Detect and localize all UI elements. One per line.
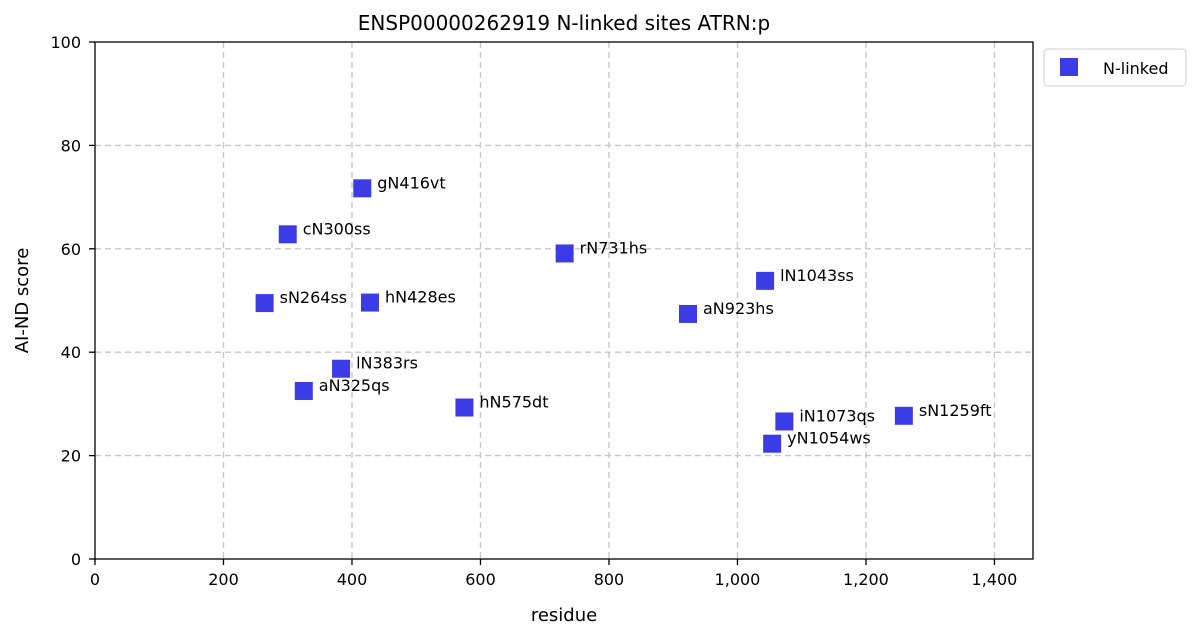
data-point xyxy=(353,179,372,198)
data-point-label: sN1259ft xyxy=(919,401,992,420)
data-point-label: cN300ss xyxy=(303,219,371,238)
data-point xyxy=(332,359,351,378)
y-tick-label: 20 xyxy=(61,447,81,466)
data-point xyxy=(294,381,313,400)
data-point-label: aN923hs xyxy=(703,299,774,318)
data-point xyxy=(894,406,913,425)
data-point xyxy=(278,225,297,244)
data-point-label: aN325qs xyxy=(319,376,390,395)
plot-area-frame xyxy=(94,41,1034,560)
data-point-label: sN264ss xyxy=(280,288,348,307)
data-point xyxy=(555,244,574,263)
y-tick-label: 60 xyxy=(61,240,81,259)
legend-box xyxy=(1043,48,1187,87)
data-point xyxy=(360,293,379,312)
y-tick-label: 100 xyxy=(50,33,81,52)
y-tick-label: 0 xyxy=(71,550,81,569)
y-tick-label: 40 xyxy=(61,343,81,362)
axis-ticks: 0 200 400 600 800 1,000 1,200 1,400 0 20 40 60 80 100 xyxy=(50,33,1017,589)
data-point-label: lN1043ss xyxy=(780,266,854,285)
data-point xyxy=(763,434,782,453)
data-point-label: lN383rs xyxy=(356,354,418,373)
data-point xyxy=(678,304,697,323)
legend: N-linked xyxy=(1043,48,1187,87)
x-tick-label: 0 xyxy=(90,570,100,589)
x-tick-label: 1,000 xyxy=(715,570,761,589)
legend-label-n-linked: N-linked xyxy=(1103,59,1168,78)
x-tick-label: 200 xyxy=(208,570,239,589)
data-point-label: gN416vt xyxy=(377,173,445,192)
x-tick-label: 400 xyxy=(337,570,368,589)
data-point-label: hN575dt xyxy=(479,393,548,412)
data-point-label: hN428es xyxy=(385,288,456,307)
y-axis-label: AI-ND score xyxy=(12,248,33,354)
y-tick-label: 80 xyxy=(61,136,81,155)
data-points: sN264ss cN300ss aN325qs lN383rs gN416vt hN428… xyxy=(255,173,992,453)
x-axis-label: residue xyxy=(531,605,597,626)
chart-title: ENSP00000262919 N-linked sites ATRN:p xyxy=(358,11,770,35)
grid xyxy=(95,42,1033,559)
data-point-label: rN731hs xyxy=(580,238,648,257)
x-tick-label: 600 xyxy=(465,570,496,589)
data-point xyxy=(455,398,474,417)
data-point-label: iN1073qs xyxy=(799,406,875,425)
x-tick-label: 1,400 xyxy=(972,570,1018,589)
data-point xyxy=(255,294,274,313)
data-point xyxy=(775,412,794,431)
data-point xyxy=(756,271,775,290)
data-point-label: yN1054ws xyxy=(787,429,871,448)
x-tick-label: 1,200 xyxy=(843,570,889,589)
legend-marker-n-linked xyxy=(1060,58,1078,76)
x-tick-label: 800 xyxy=(594,570,625,589)
